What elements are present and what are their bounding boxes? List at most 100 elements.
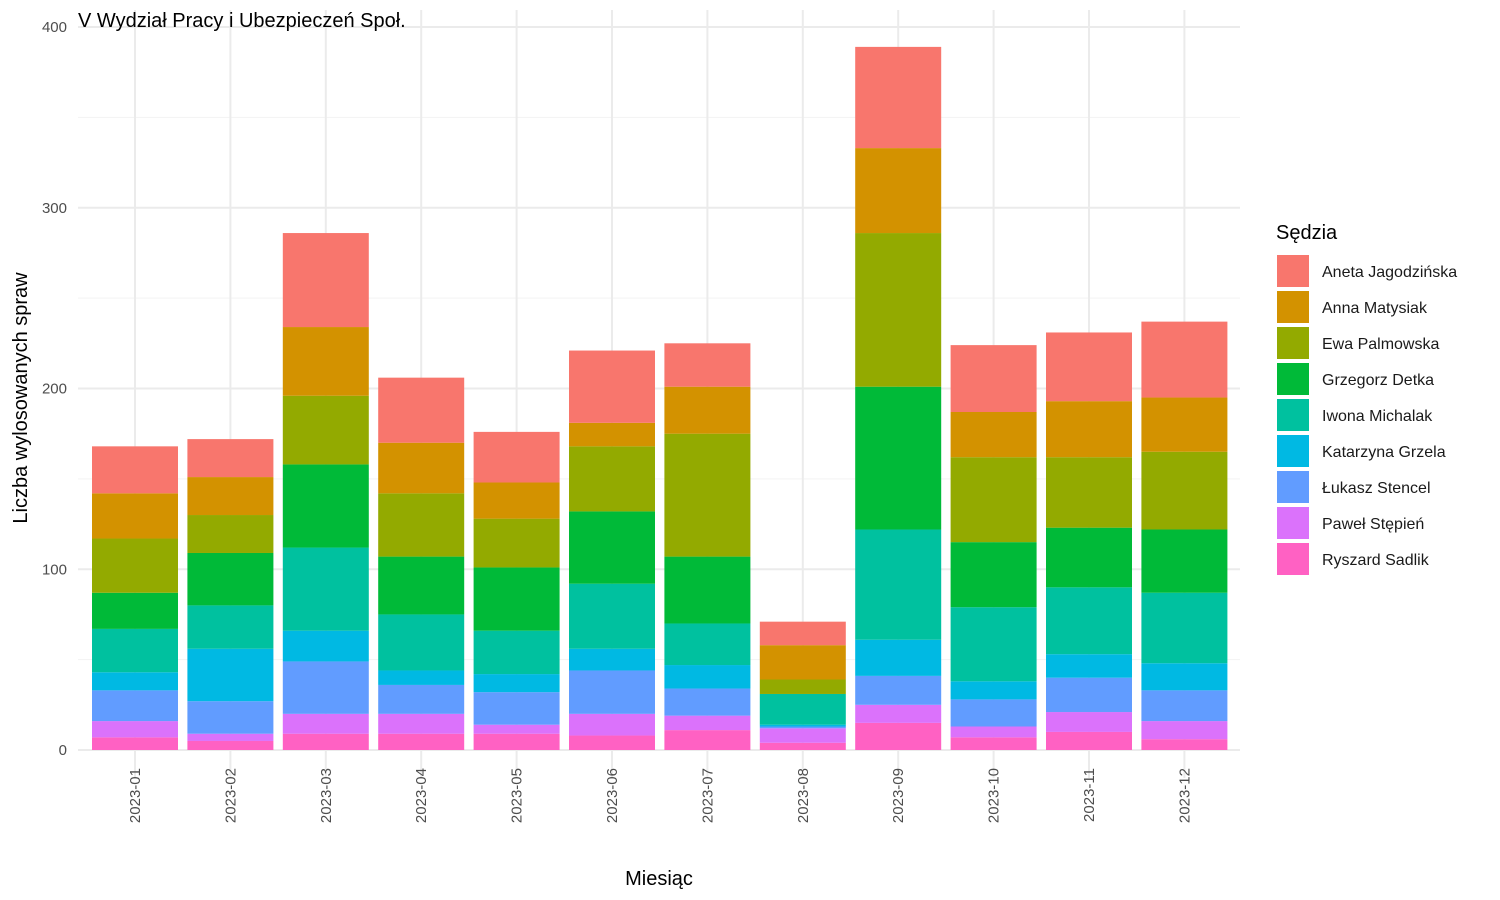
bar-segment [473,733,560,750]
y-tick-label: 100 [42,561,67,578]
legend-label: Ryszard Sadlik [1322,552,1430,569]
legend-title: Sędzia [1276,222,1338,244]
bar-segment [92,538,178,593]
bar-segment [282,327,369,396]
bar-segment [1141,451,1228,530]
bar-segment [187,740,274,750]
legend-swatch [1277,471,1309,503]
bar-segment [92,737,178,750]
bar-segment [1141,592,1228,664]
bar-segment [1141,397,1228,452]
bar-segment [282,464,369,548]
bar-segment [473,567,560,631]
bar-segment [282,733,369,750]
bar-segment [187,605,274,649]
bar-segment [759,693,846,725]
bar-segment [187,439,274,478]
bar-segment [1141,739,1228,750]
bar-segment [378,684,465,714]
legend-swatch [1277,255,1309,287]
legend-label: Łukasz Stencel [1322,480,1431,497]
bar-segment [664,386,751,434]
y-axis-ticks: 0 100 200 300 400 [42,19,67,759]
bar-segment [950,542,1037,608]
bar-segment [759,742,846,750]
x-tick-label: 2023-09 [890,768,907,823]
bar-segment [378,377,465,443]
bar-segment [473,482,560,519]
bar-segment [473,518,560,568]
bar-segment [92,592,178,629]
legend-swatch [1277,435,1309,467]
bar-segment [1046,712,1132,732]
bar-segment [664,665,751,689]
bar-segment [378,556,465,615]
bar-segment [950,726,1037,738]
bar-segment [950,457,1037,543]
bar-segment [282,713,369,734]
bar-segment [1141,529,1228,593]
legend-swatch [1277,363,1309,395]
bar-segment [855,675,942,705]
y-tick-label: 200 [42,381,67,398]
bar-segment [92,721,178,738]
bars [92,46,1228,750]
bar-segment [569,670,655,714]
bar-segment [1046,654,1132,678]
bar-segment [759,728,846,743]
bar-segment [950,699,1037,727]
bar-segment [187,701,274,734]
bar-segment [1141,663,1228,691]
legend-label: Grzegorz Detka [1322,372,1434,389]
legend: Sędzia Aneta Jagodzińska Anna Matysiak Ewa… [1276,222,1457,575]
bar-segment [855,148,942,234]
bar-segment [92,493,178,539]
bar-segment [664,343,751,387]
chart-title: V Wydział Pracy i Ubezpieczeń Społ. [78,10,406,32]
y-tick-label: 400 [42,19,67,36]
bar-segment [664,688,751,716]
bar-segment [664,730,751,750]
bar-segment [1141,690,1228,722]
bar-segment [569,422,655,447]
bar-segment [282,547,369,631]
bar-segment [378,670,465,685]
x-tick-label: 2023-02 [222,768,239,823]
x-tick-label: 2023-03 [318,768,335,823]
bar-segment [1046,401,1132,458]
bar-segment [282,395,369,465]
bar-segment [187,515,274,553]
x-axis-title: Miesiąc [625,868,693,890]
bar-segment [759,726,846,729]
bar-segment [1141,321,1228,398]
bar-segment [950,681,1037,700]
bar-segment [664,623,751,666]
bar-segment [378,493,465,557]
bar-segment [855,386,942,530]
bar-segment [950,411,1037,458]
bar-segment [569,511,655,584]
x-tick-label: 2023-04 [413,768,430,823]
bar-segment [759,679,846,694]
x-tick-label: 2023-01 [127,768,144,823]
bar-segment [473,431,560,483]
bar-segment [473,674,560,693]
legend-swatch [1277,327,1309,359]
legend-swatch [1277,543,1309,575]
bar-segment [855,529,942,640]
bar-segment [664,433,751,557]
legend-label: Paweł Stępień [1322,516,1424,533]
bar-segment [378,442,465,494]
bar-segment [282,661,369,714]
bar-segment [950,737,1037,750]
bar-segment [855,639,942,676]
bar-segment [187,477,274,516]
bar-segment [187,733,274,741]
bar-segment [378,733,465,750]
bar-segment [1046,332,1132,402]
bar-segment [950,345,1037,412]
bar-segment [855,704,942,723]
bar-segment [1046,587,1132,655]
y-tick-label: 0 [59,742,67,759]
